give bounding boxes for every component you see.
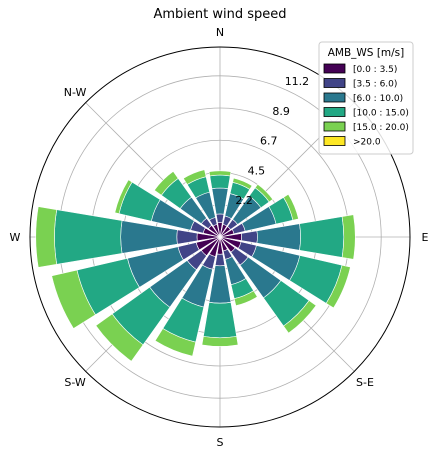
radial-tick-labels: 2.2 4.5 6.7 8.9 11.2 bbox=[235, 75, 309, 207]
legend-entry-1: [3.5 : 6.0) bbox=[353, 80, 397, 90]
bar-sector-0-bin-4 bbox=[208, 170, 232, 177]
direction-label-6: W bbox=[10, 231, 21, 244]
bar-sector-6-bin-4 bbox=[283, 300, 317, 334]
bar-sector-4-bin-2 bbox=[256, 223, 301, 251]
bar-sector-11-bin-4 bbox=[51, 269, 96, 329]
legend: AMB_WS [m/s] [0.0 : 3.5) [3.5 : 6.0) [6.0 :… bbox=[318, 41, 414, 155]
bar-sector-0-bin-3 bbox=[209, 174, 231, 190]
bar-sector-5-bin-4 bbox=[325, 264, 351, 309]
bar-sector-4-bin-1 bbox=[240, 230, 258, 244]
bar-sector-3-bin-4 bbox=[283, 193, 299, 221]
bar-sector-7-bin-4 bbox=[233, 290, 258, 307]
bar-sector-1-bin-4 bbox=[232, 177, 253, 190]
bar-sector-2-bin-4 bbox=[254, 183, 274, 203]
radial-tick-0: 2.2 bbox=[235, 194, 253, 207]
bar-sector-12-bin-4 bbox=[35, 206, 58, 268]
bar-sector-13-bin-4 bbox=[114, 179, 133, 215]
direction-label-4: S bbox=[217, 436, 224, 449]
direction-labels: N E S-E S S-W W N-W bbox=[10, 26, 429, 449]
legend-swatch-4 bbox=[323, 121, 346, 132]
bar-sector-12-bin-2 bbox=[120, 220, 178, 254]
bar-sector-0-bin-1 bbox=[215, 213, 225, 224]
bar-sector-0-bin-2 bbox=[211, 187, 229, 215]
bar-sector-9-bin-4 bbox=[154, 328, 197, 357]
radial-tick-2: 6.7 bbox=[260, 135, 278, 148]
legend-entry-3: [10.0 : 15.0) bbox=[353, 109, 409, 119]
bar-sector-8-bin-3 bbox=[203, 301, 237, 339]
bar-sector-12-bin-1 bbox=[176, 229, 198, 245]
legend-swatch-0 bbox=[323, 63, 346, 74]
radial-tick-1: 4.5 bbox=[248, 164, 266, 177]
direction-label-7: N-W bbox=[64, 86, 87, 99]
bar-sector-15-bin-4 bbox=[182, 169, 207, 185]
bar-sector-4-bin-3 bbox=[299, 216, 345, 258]
legend-swatch-1 bbox=[323, 78, 346, 88]
bar-sector-8-bin-4 bbox=[201, 336, 239, 347]
bar-sector-14-bin-4 bbox=[153, 170, 179, 196]
legend-entry-2: [6.0 : 10.0) bbox=[353, 94, 403, 104]
radial-tick-4: 11.2 bbox=[285, 75, 310, 88]
outer-ring bbox=[29, 46, 411, 428]
bar-sector-8-bin-1 bbox=[214, 253, 226, 267]
legend-swatch-5 bbox=[323, 136, 346, 146]
direction-label-0: N bbox=[216, 26, 224, 39]
bar-sector-12-bin-3 bbox=[54, 209, 123, 265]
direction-label-5: S-W bbox=[64, 376, 86, 389]
legend-entry-0: [0.0 : 3.5) bbox=[353, 65, 397, 75]
wind-bars bbox=[35, 169, 356, 362]
bar-sector-10-bin-4 bbox=[95, 313, 144, 362]
direction-label-3: S-E bbox=[356, 376, 374, 389]
radial-tick-3: 8.9 bbox=[272, 105, 290, 118]
chart-title: Ambient wind speed bbox=[153, 7, 286, 22]
direction-label-2: E bbox=[422, 231, 429, 244]
legend-entry-4: [15.0 : 20.0) bbox=[353, 123, 409, 133]
bar-sector-4-bin-4 bbox=[341, 214, 356, 260]
legend-title: AMB_WS [m/s] bbox=[328, 47, 405, 59]
legend-swatch-2 bbox=[323, 92, 346, 103]
legend-entry-5: >20.0 bbox=[353, 138, 381, 148]
legend-swatch-3 bbox=[323, 107, 346, 117]
